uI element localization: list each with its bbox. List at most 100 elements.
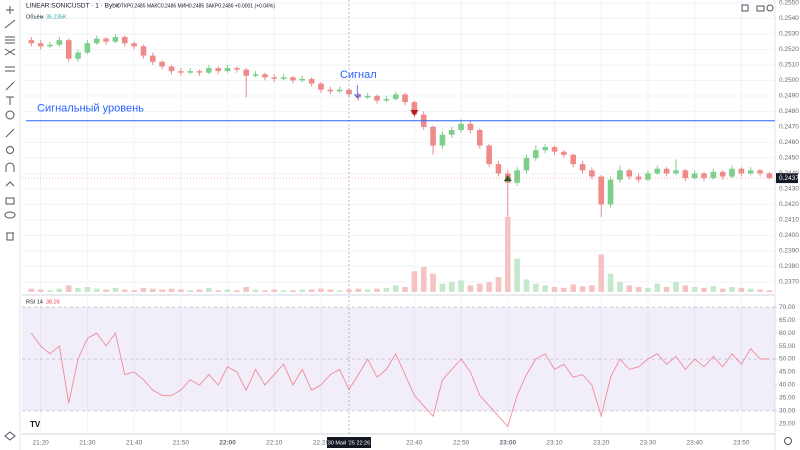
volume-bar (299, 289, 306, 292)
candle-body (589, 170, 595, 177)
candle-body (495, 164, 502, 174)
volume-bar (589, 285, 595, 292)
axis-settings[interactable] (784, 437, 792, 445)
x-tick-label: 21:40 (126, 440, 143, 447)
candle-body (691, 173, 698, 179)
volume-bar (673, 282, 679, 292)
volume-bar (738, 287, 745, 292)
trendline-tool[interactable] (4, 19, 16, 29)
volume-bar (215, 290, 221, 292)
candle-body (402, 94, 408, 103)
volume-bar (561, 287, 567, 292)
candle-body (635, 176, 642, 180)
volume-bar (159, 289, 165, 292)
y-tick-label: 0.2370 (779, 279, 799, 286)
candle-body (243, 69, 250, 76)
candle-body (37, 43, 44, 47)
volume-bar (766, 290, 773, 292)
symbol: LINEAR:SONICUSDT · 1 · Bybit (26, 3, 119, 10)
candle-body (215, 68, 221, 72)
rsi-pane (22, 306, 775, 428)
volume-bar (523, 279, 530, 292)
volume-bar (271, 289, 278, 292)
pattern-tool[interactable] (4, 48, 16, 56)
x-tick-label: 22:00 (219, 440, 236, 447)
screenshot-button[interactable] (756, 5, 765, 12)
y-tick-label: 30.00 (779, 408, 796, 415)
candle-body (551, 147, 558, 152)
volume-bar (121, 289, 128, 292)
candle-body (617, 170, 623, 180)
maximize-button[interactable] (741, 4, 749, 12)
lock-draw-tool[interactable] (5, 181, 15, 187)
volume-bar (617, 282, 623, 292)
volume-bar (327, 289, 334, 292)
volume-bar (505, 217, 511, 292)
candle-body (598, 176, 605, 205)
volume-bar (224, 289, 231, 292)
candle-body (514, 170, 520, 183)
cursor-tool[interactable] (6, 6, 14, 14)
lock-tool[interactable] (5, 197, 15, 205)
candle-body (542, 147, 548, 151)
magnet-tool[interactable] (5, 162, 15, 172)
y-tick-label: 50.00 (779, 356, 796, 363)
x-tick-label: 23:50 (733, 440, 750, 447)
candle-body (766, 173, 773, 179)
y-tick-label: 40.00 (779, 382, 796, 389)
settings-button[interactable] (766, 4, 774, 12)
candle-body (448, 130, 455, 135)
y-tick-label: 0.2410 (779, 217, 799, 224)
ruler-tool[interactable] (5, 128, 15, 138)
volume-bar (682, 285, 689, 292)
brush-tool[interactable] (5, 81, 15, 91)
candle-body (280, 77, 287, 79)
candle-body (224, 68, 231, 72)
candle-body (196, 71, 203, 73)
volume-bar (364, 289, 371, 292)
y-tick-label: 0.2510 (779, 62, 799, 69)
x-tick-label: 21:50 (173, 440, 190, 447)
volume-bar (234, 290, 240, 292)
x-tick-label: 21:30 (79, 440, 96, 447)
volume-bar (458, 280, 464, 292)
volume-bar (262, 290, 268, 292)
candle-body (149, 55, 156, 62)
icon-tool[interactable] (5, 110, 15, 120)
rsi-name: RSI 14 (26, 299, 43, 305)
visibility-tool[interactable] (4, 211, 16, 219)
volume-bar (149, 288, 156, 292)
volume (28, 217, 773, 292)
volume-bar (448, 282, 455, 292)
volume-bar (533, 283, 539, 292)
candle-body (56, 40, 63, 45)
top-right-controls (741, 4, 774, 12)
delete-tool[interactable] (6, 232, 14, 241)
projection-tool[interactable] (5, 66, 15, 72)
x-tick-label: 22:20 (313, 440, 330, 447)
volume-bar (495, 277, 502, 292)
text-tool[interactable] (6, 96, 14, 105)
volume-bar (140, 287, 147, 292)
price-grid (22, 0, 775, 434)
candle-body (327, 89, 334, 92)
candle-body (187, 71, 193, 73)
candle-body (168, 66, 175, 72)
candle-body (719, 171, 726, 177)
candle-body (570, 154, 577, 165)
volume-bar (635, 287, 642, 292)
volume-bar (402, 287, 408, 292)
x-tick-label: 21:20 (33, 440, 50, 447)
left-toolbar (4, 0, 21, 450)
volume-bar (290, 290, 296, 292)
volume-bar (131, 290, 137, 292)
zoom-tool[interactable] (6, 146, 14, 154)
candle-body (28, 40, 35, 44)
volume-bar (280, 290, 287, 292)
y-tick-label: 0.2550 (779, 0, 799, 7)
fib-tool[interactable] (5, 36, 15, 44)
candle-body (467, 123, 474, 131)
y-tick-label: 25.00 (779, 421, 796, 428)
layers-tool[interactable] (4, 431, 16, 441)
